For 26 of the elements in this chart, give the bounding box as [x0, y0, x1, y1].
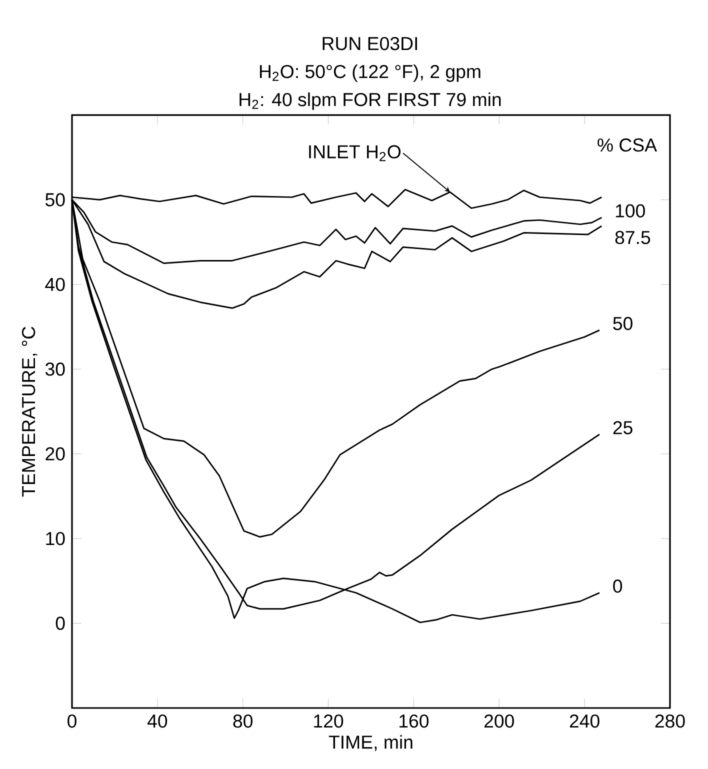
series-label: 100 — [616, 204, 645, 218]
x-tick-label: 280 — [655, 714, 685, 728]
series-label: 0 — [613, 579, 622, 593]
y-axis-title: TEMPERATURE, °C — [22, 326, 38, 497]
chart-subtitle: H$_{2}$O: 50°C (122 °F), 2 gpm — [260, 64, 480, 82]
x-tick-label: 160 — [400, 714, 429, 728]
x-tick-label: 240 — [570, 714, 600, 728]
x-tick-label: 120 — [314, 714, 344, 728]
series-label: 87.5 — [615, 230, 650, 244]
y-tick-label: 30 — [45, 362, 65, 376]
x-tick-label: 200 — [484, 714, 514, 728]
y-tick-label: 10 — [46, 532, 65, 546]
x-axis-title: TIME, min — [328, 735, 412, 751]
annotation: INLET H$_{2}$O — [309, 145, 401, 162]
chart-title: RUN E03DI — [322, 36, 417, 50]
y-tick-label: 20 — [46, 447, 65, 460]
y-tick-label: 0 — [56, 616, 65, 630]
series-label: 50 — [613, 316, 632, 330]
legend-title: % CSA — [598, 138, 658, 152]
x-tick-label: 0 — [68, 714, 76, 728]
x-tick-label: 80 — [233, 714, 253, 728]
y-tick-label: 50 — [46, 193, 65, 206]
text: H$_{2}$: 40 slpm FOR FIRST 79 min — [240, 92, 501, 110]
y-tick-label: 40 — [45, 278, 65, 292]
x-tick-label: 40 — [147, 714, 168, 728]
series-label: 25 — [613, 421, 632, 434]
